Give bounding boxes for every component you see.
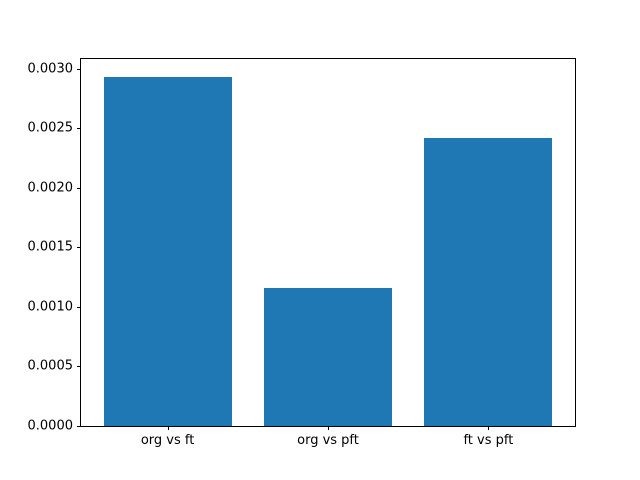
x-tick-label: ft vs pft <box>463 433 514 448</box>
x-tick-label: org vs ft <box>140 433 195 448</box>
y-tick-label: 0.0030 <box>27 61 74 76</box>
y-tick-mark <box>77 128 81 130</box>
y-tick-label: 0.0000 <box>27 418 74 434</box>
y-tick-mark <box>77 426 81 427</box>
x-tick-mark <box>167 426 169 430</box>
bar-ft-vs-pft <box>424 137 553 426</box>
y-tick-label: 0.0020 <box>27 180 74 196</box>
bar-org-vs-pft <box>263 287 393 426</box>
y-tick-mark <box>77 366 81 368</box>
x-tick-mark <box>328 426 329 430</box>
y-tick-mark <box>77 68 81 70</box>
plot-area: 0.0000 0.0005 0.0010 0.0015 0.0020 0.0025 0.00… <box>28 58 576 447</box>
y-tick-label: 0.0010 <box>27 299 74 315</box>
bar-org-vs-ft <box>103 76 232 426</box>
y-tick-mark <box>77 247 81 249</box>
x-tick-label: org vs pft <box>297 433 359 448</box>
y-tick-label: 0.0015 <box>27 239 74 255</box>
x-tick-mark <box>488 426 490 430</box>
y-tick-label: 0.0025 <box>27 120 74 136</box>
y-tick-label: 0.0005 <box>27 358 74 374</box>
y-tick-mark <box>77 187 81 189</box>
y-tick-mark <box>77 306 81 308</box>
